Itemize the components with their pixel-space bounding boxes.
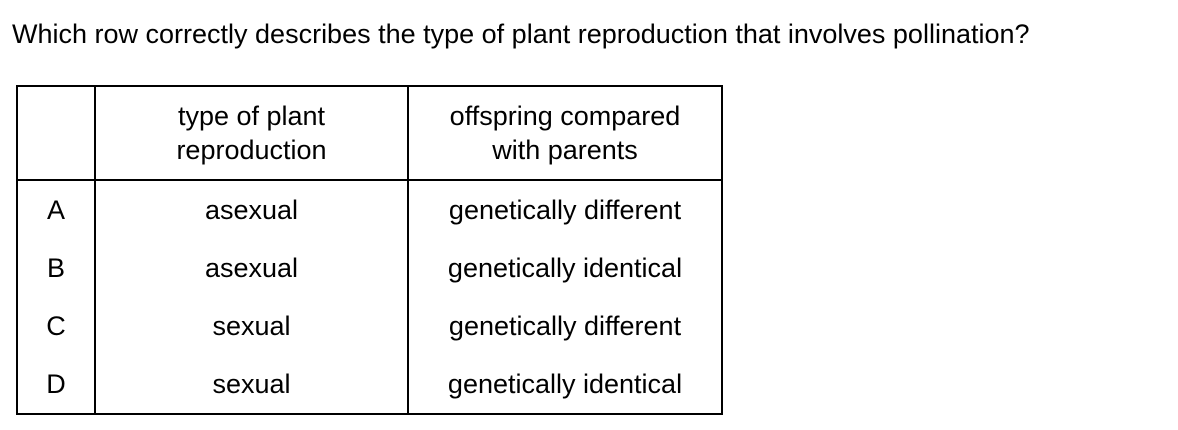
header-type-line-2: reproduction [176, 135, 327, 165]
row-type: asexual [94, 239, 409, 297]
row-letter: B [16, 239, 96, 297]
header-blank-cell [16, 85, 96, 181]
row-offspring: genetically identical [407, 239, 723, 297]
row-type: asexual [94, 180, 409, 239]
header-offspring-compared: offspring compared with parents [407, 85, 723, 181]
table-row-b: B asexual genetically identical [16, 239, 723, 297]
header-type-line-1: type of plant [177, 101, 326, 131]
table-header-row: type of plant reproduction offspring com… [16, 85, 723, 181]
row-letter: A [16, 180, 96, 239]
header-offspring-line-2: with parents [492, 135, 638, 165]
header-offspring-line-1: offspring compared [449, 101, 681, 131]
table-row-c: C sexual genetically different [16, 297, 723, 355]
row-type: sexual [94, 355, 409, 415]
table-row-d: D sexual genetically identical [16, 355, 723, 415]
row-offspring: genetically different [407, 180, 723, 239]
row-letter: D [16, 355, 96, 415]
row-offspring: genetically different [407, 297, 723, 355]
row-offspring: genetically identical [407, 355, 723, 415]
table-row-a: A asexual genetically different [16, 180, 723, 239]
row-type: sexual [94, 297, 409, 355]
header-type-of-reproduction: type of plant reproduction [94, 85, 409, 181]
question-text: Which row correctly describes the type o… [12, 19, 1030, 49]
answer-table: type of plant reproduction offspring com… [16, 85, 723, 415]
row-letter: C [16, 297, 96, 355]
